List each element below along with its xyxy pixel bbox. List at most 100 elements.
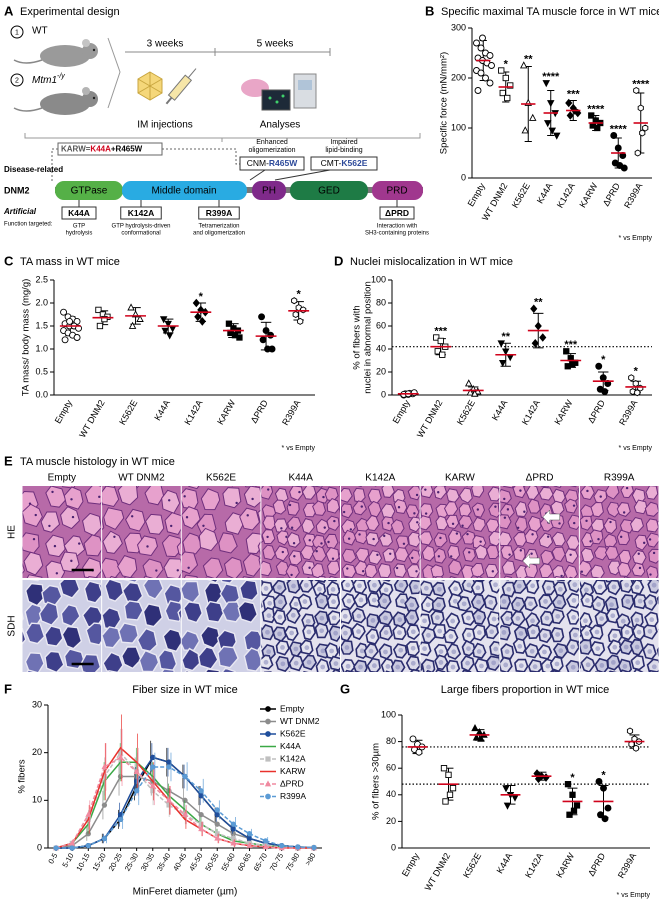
nucleus — [267, 488, 270, 491]
mutation-label: ΔPRD — [385, 208, 409, 218]
fiber — [365, 673, 377, 687]
x-tick-label: R399A — [280, 398, 302, 427]
fiber — [286, 531, 301, 548]
nucleus — [290, 526, 294, 529]
significance: * — [297, 289, 302, 301]
series-line — [55, 746, 314, 849]
data-point — [632, 744, 640, 752]
data-point — [542, 80, 550, 88]
fiber — [239, 507, 260, 531]
effect-label: oligomerization — [248, 147, 295, 154]
mitochondria — [342, 630, 348, 636]
domain — [55, 181, 123, 200]
fiber — [22, 611, 24, 621]
column-label: WT DNM2 — [118, 473, 165, 484]
fiber — [420, 661, 423, 672]
nucleus — [322, 495, 325, 499]
mitochondria — [437, 628, 443, 634]
mutation-label: K142A — [128, 208, 154, 218]
nucleus — [308, 566, 311, 569]
y-tick-label: 2.0 — [35, 297, 48, 307]
mitochondria — [528, 601, 533, 607]
legend-marker — [265, 706, 271, 712]
histology-image — [261, 580, 340, 672]
chart-title: Specific maximal TA muscle force in WT m… — [441, 6, 659, 18]
mitochondria — [572, 582, 578, 588]
fiber — [260, 471, 273, 485]
significance: ** — [501, 331, 510, 343]
chart-title: TA mass in WT mice — [20, 256, 120, 268]
note: * vs Empty — [282, 445, 316, 452]
fiber — [221, 667, 236, 672]
fiber — [326, 560, 340, 576]
y-tick-label: 0 — [391, 842, 396, 852]
fiber — [579, 662, 582, 670]
fiber — [26, 574, 43, 578]
fiber — [377, 563, 392, 578]
data-point — [246, 831, 253, 837]
fiber — [435, 576, 443, 578]
fiber — [184, 669, 193, 672]
fiber — [646, 532, 659, 548]
mitochondria — [624, 629, 630, 635]
fiber — [181, 506, 201, 530]
data-point — [230, 826, 237, 832]
fiber — [448, 529, 462, 545]
fiber — [312, 500, 327, 516]
fiber — [408, 516, 420, 533]
fiber — [368, 550, 383, 565]
mitochondria — [263, 586, 269, 591]
mitochondria — [461, 601, 467, 607]
fiber — [317, 575, 326, 578]
fiber — [242, 552, 261, 577]
mitochondria — [450, 618, 456, 624]
fiber — [631, 562, 646, 577]
mitochondria — [546, 585, 552, 591]
fiber — [498, 524, 500, 530]
mitochondria — [532, 676, 537, 681]
mitochondria — [634, 617, 640, 623]
group-badge — [10, 73, 24, 87]
nucleus — [648, 538, 652, 541]
data-point — [214, 821, 220, 827]
fiber — [243, 486, 261, 508]
data-point — [465, 379, 473, 387]
significance: *** — [434, 325, 448, 337]
data-point — [214, 811, 220, 818]
fiber — [257, 541, 261, 556]
fiber — [181, 465, 200, 487]
nucleus — [376, 553, 379, 557]
fiber — [102, 651, 124, 672]
x-tick-label: 10-15 — [74, 851, 91, 872]
nucleus — [48, 524, 51, 528]
fiber — [84, 486, 102, 505]
fiber — [183, 601, 204, 624]
data-point — [258, 313, 266, 321]
data-point — [637, 104, 644, 112]
mitochondria — [306, 659, 312, 665]
x-tick-label: 60-65 — [236, 851, 253, 872]
mitochondria — [488, 599, 494, 605]
fiber — [471, 486, 485, 498]
icon-part — [137, 78, 163, 94]
nucleus — [55, 572, 59, 575]
mitochondria — [397, 617, 403, 623]
mitochondria — [317, 586, 322, 592]
fiber — [276, 530, 290, 546]
mitochondria — [491, 660, 497, 666]
nucleus — [642, 541, 646, 545]
mutation-box — [120, 206, 162, 220]
fiber — [124, 576, 136, 578]
fiber — [102, 516, 105, 531]
fiber — [104, 580, 125, 602]
karw-part: K44A — [90, 145, 111, 154]
nucleus — [494, 505, 497, 508]
data-point — [66, 317, 74, 325]
fiber — [568, 576, 574, 578]
nucleus — [246, 514, 249, 517]
y-axis-label: % fibers — [17, 759, 28, 794]
data-point — [101, 315, 108, 323]
nucleus — [389, 552, 392, 555]
nucleus — [183, 495, 186, 498]
